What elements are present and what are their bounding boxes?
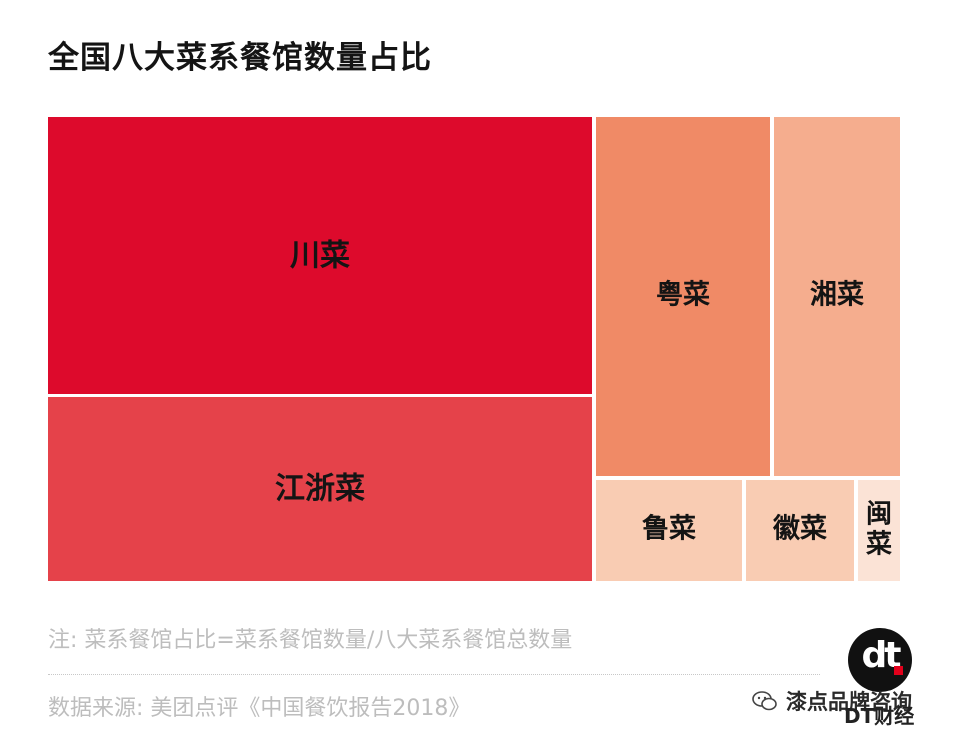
tile-1-label: 川菜 bbox=[290, 239, 350, 274]
tile-2-rect bbox=[48, 397, 592, 581]
tile-2-label: 江浙菜 bbox=[275, 472, 365, 507]
tile-4-label: 湘菜 bbox=[810, 280, 864, 311]
tile-1-rect bbox=[48, 117, 592, 394]
watermark-text: 漆点品牌咨询 bbox=[786, 690, 912, 714]
wechat-watermark: 漆点品牌咨询 bbox=[752, 684, 960, 724]
tile-7-label: 闽菜 bbox=[865, 500, 892, 560]
tile-3-label: 粤菜 bbox=[656, 279, 710, 311]
tile-3-rect bbox=[596, 117, 770, 476]
dotted-divider bbox=[48, 674, 820, 675]
tile-6-rect bbox=[746, 480, 854, 581]
data-source: 数据来源: 美团点评《中国餐饮报告2018》 bbox=[48, 696, 471, 721]
chart-note: 注: 菜系餐馆占比=菜系餐馆数量/八大菜系餐馆总数量 bbox=[48, 628, 573, 653]
chart-title: 全国八大菜系餐馆数量占比 bbox=[48, 40, 432, 76]
wechat-icon bbox=[752, 691, 777, 711]
tile-6-label: 徽菜 bbox=[772, 514, 827, 545]
dt-logo-dot bbox=[894, 666, 903, 675]
tile-4-rect bbox=[774, 117, 900, 476]
tile-5-rect bbox=[596, 480, 742, 581]
dt-logo: dt bbox=[848, 628, 912, 692]
watermark-brand: DT财经 bbox=[844, 704, 915, 728]
tile-5-label: 鲁菜 bbox=[642, 514, 696, 545]
tile-7-rect bbox=[858, 480, 900, 581]
